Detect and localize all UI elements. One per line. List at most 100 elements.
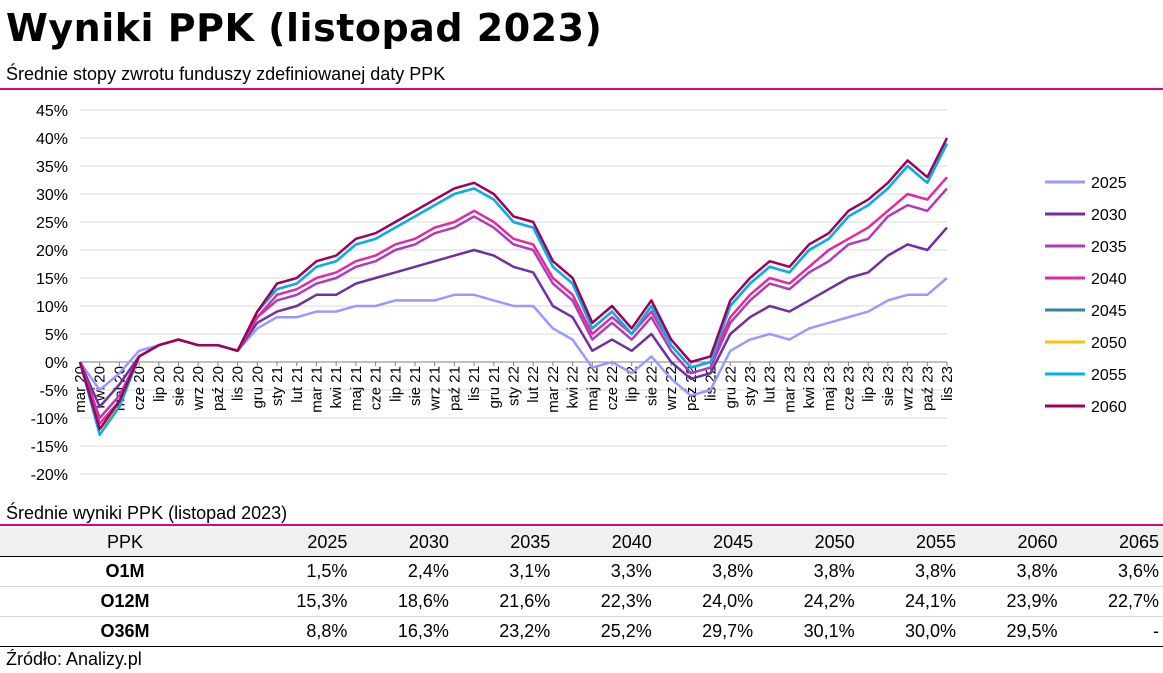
legend-label: 2040 bbox=[1091, 271, 1127, 288]
row-label: O12M bbox=[0, 586, 250, 617]
x-tick-label: mar 22 bbox=[545, 366, 562, 413]
y-tick-label: 40% bbox=[36, 131, 68, 148]
series-line-2060 bbox=[78, 137, 949, 431]
table-row: O12M 15,3% 18,6% 21,6% 22,3% 24,0% 24,2%… bbox=[0, 586, 1163, 617]
header-divider bbox=[0, 88, 1163, 90]
table-cell: 24,2% bbox=[757, 586, 859, 617]
table-cell: 24,1% bbox=[858, 586, 961, 617]
table-cell: 30,0% bbox=[858, 616, 961, 647]
x-tick-label: wrz 23 bbox=[900, 366, 917, 411]
x-tick-label: lut 21 bbox=[289, 366, 306, 403]
x-tick-label: sty 23 bbox=[742, 366, 759, 406]
table-cell: 3,1% bbox=[452, 556, 555, 587]
legend-label: 2060 bbox=[1091, 399, 1127, 416]
x-tick-label: kwi 22 bbox=[565, 366, 582, 409]
x-tick-label: mar 21 bbox=[308, 366, 325, 413]
results-table: PPK 2025 2030 2035 2040 2045 2050 2055 2… bbox=[0, 528, 1163, 647]
header-cell: 2040 bbox=[554, 528, 656, 557]
y-tick-label: 30% bbox=[36, 187, 68, 204]
y-tick-label: 35% bbox=[36, 159, 68, 176]
x-tick-label: sie 23 bbox=[880, 366, 897, 406]
y-tick-label: 45% bbox=[36, 103, 68, 120]
table-header-row: PPK 2025 2030 2035 2040 2045 2050 2055 2… bbox=[0, 528, 1163, 557]
table-cell: 24,0% bbox=[655, 586, 758, 617]
table-cell: 23,2% bbox=[452, 616, 555, 647]
x-tick-label: mar 23 bbox=[781, 366, 798, 413]
header-cell: 2055 bbox=[858, 528, 961, 557]
x-tick-label: gru 21 bbox=[486, 366, 503, 409]
x-tick-label: lip 20 bbox=[151, 366, 168, 402]
x-tick-label: maj 22 bbox=[584, 366, 601, 411]
table-cell: 3,8% bbox=[655, 556, 758, 587]
x-tick-label: cze 20 bbox=[131, 366, 148, 410]
legend-label: 2030 bbox=[1091, 207, 1127, 224]
page-title: Wyniki PPK (listopad 2023) bbox=[6, 6, 603, 50]
x-tick-label: gru 22 bbox=[722, 366, 739, 409]
table-title: Średnie wyniki PPK (listopad 2023) bbox=[6, 503, 288, 523]
table-cell: 18,6% bbox=[351, 586, 453, 617]
header-cell: PPK bbox=[0, 528, 250, 557]
table-cell: 3,3% bbox=[554, 556, 656, 587]
x-tick-label: paź 20 bbox=[210, 366, 227, 411]
x-tick-label: cze 22 bbox=[604, 366, 621, 410]
y-tick-label: 20% bbox=[36, 243, 68, 260]
y-tick-label: -15% bbox=[31, 439, 68, 456]
table-cell: 23,9% bbox=[960, 586, 1062, 617]
legend: 2025 2030 2035 2040 2045 2050 2055 2060 bbox=[1045, 175, 1127, 416]
header-cell: 2060 bbox=[960, 528, 1062, 557]
x-tick-label: lis 21 bbox=[466, 366, 483, 401]
table-cell: 30,1% bbox=[757, 616, 859, 647]
y-tick-label: -20% bbox=[31, 467, 68, 484]
table-cell: 2,4% bbox=[351, 556, 453, 587]
x-tick-label: lip 23 bbox=[860, 366, 877, 402]
header-cell: 2045 bbox=[655, 528, 758, 557]
header-cell: 2050 bbox=[757, 528, 859, 557]
x-tick-label: lip 21 bbox=[387, 366, 404, 402]
table-cell: 25,2% bbox=[554, 616, 656, 647]
x-tick-label: lut 23 bbox=[762, 366, 779, 403]
table-cell: 1,5% bbox=[250, 556, 352, 587]
x-tick-label: kwi 21 bbox=[328, 366, 345, 409]
series-lines bbox=[78, 137, 949, 437]
y-tick-label: 15% bbox=[36, 271, 68, 288]
table-divider bbox=[0, 524, 1163, 526]
y-tick-label: -5% bbox=[40, 383, 68, 400]
legend-label: 2055 bbox=[1091, 367, 1127, 384]
x-tick-label: sty 22 bbox=[506, 366, 523, 406]
x-tick-label: lut 22 bbox=[525, 366, 542, 403]
table-cell: 8,8% bbox=[250, 616, 352, 647]
table-cell: 16,3% bbox=[351, 616, 453, 647]
header-cell: 2025 bbox=[250, 528, 352, 557]
x-tick-label: kwi 23 bbox=[801, 366, 818, 409]
x-tick-label: cze 21 bbox=[368, 366, 385, 410]
source-note: Źródło: Analizy.pl bbox=[6, 649, 142, 669]
table-cell: 22,7% bbox=[1061, 586, 1163, 617]
legend-label: 2050 bbox=[1091, 335, 1127, 352]
x-tick-label: sie 22 bbox=[643, 366, 660, 406]
x-tick-label: sty 21 bbox=[269, 366, 286, 406]
table-cell: 3,6% bbox=[1061, 556, 1163, 587]
header-cell: 2065 bbox=[1061, 528, 1163, 557]
x-tick-label: gru 20 bbox=[249, 366, 266, 409]
table-cell: 29,7% bbox=[655, 616, 758, 647]
legend-label: 2025 bbox=[1091, 175, 1127, 192]
header-cell: 2030 bbox=[351, 528, 453, 557]
x-axis: mar 20 kwi 20 maj 20 cze 20 lip 20 sie 20 wrz … bbox=[72, 361, 956, 413]
x-tick-label: wrz 22 bbox=[663, 366, 680, 411]
legend-label: 2045 bbox=[1091, 303, 1127, 320]
table-cell: 21,6% bbox=[452, 586, 555, 617]
y-tick-label: -10% bbox=[31, 411, 68, 428]
table-cell: 29,5% bbox=[960, 616, 1062, 647]
x-tick-label: maj 23 bbox=[821, 366, 838, 411]
y-tick-label: 25% bbox=[36, 215, 68, 232]
row-label: O1M bbox=[0, 556, 250, 587]
y-tick-label: 10% bbox=[36, 299, 68, 316]
table-row: O1M 1,5% 2,4% 3,1% 3,3% 3,8% 3,8% 3,8% 3… bbox=[0, 556, 1163, 587]
table-cell: - bbox=[1061, 616, 1163, 647]
table-cell: 3,8% bbox=[757, 556, 859, 587]
chart-subtitle: Średnie stopy zwrotu funduszy zdefiniowa… bbox=[6, 64, 446, 84]
x-tick-label: wrz 20 bbox=[190, 366, 207, 411]
table-cell: 3,8% bbox=[858, 556, 961, 587]
x-tick-label: lis 20 bbox=[230, 366, 247, 401]
y-tick-label: 5% bbox=[45, 327, 68, 344]
